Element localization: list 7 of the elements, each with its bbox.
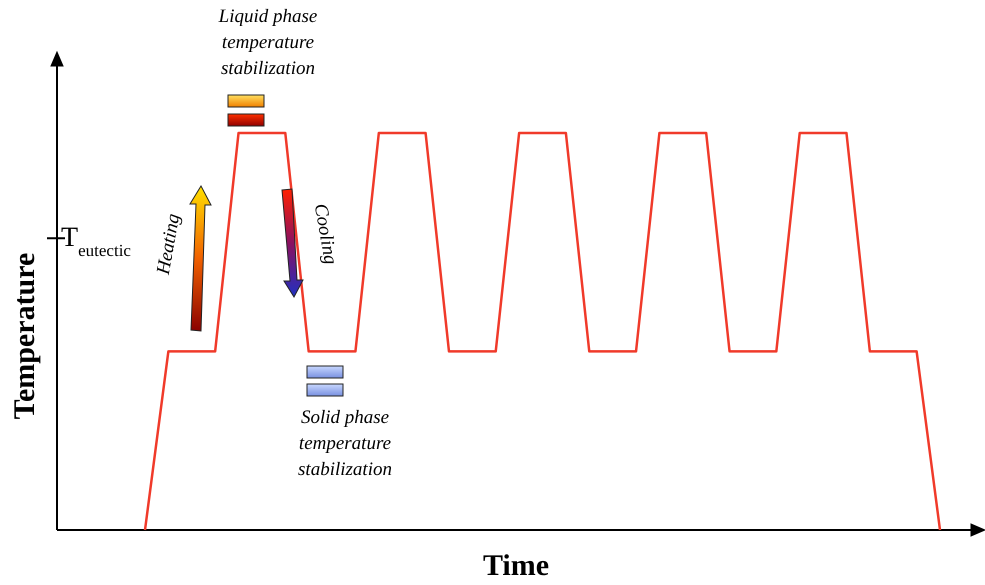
text: Liquid phase temperature stabilization xyxy=(218,6,318,79)
annotation: Heating xyxy=(152,212,184,277)
annotation: Cooling xyxy=(310,202,342,266)
ref-line-label: T$_{eutectic}$ xyxy=(61,222,132,260)
x-axis-title: Time xyxy=(482,549,550,582)
annotation: Solid phase temperature stabilization xyxy=(298,407,392,480)
y-axis-title: Temperature xyxy=(8,252,41,420)
